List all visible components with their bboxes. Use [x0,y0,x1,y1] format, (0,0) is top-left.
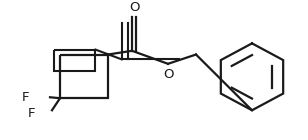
Text: F: F [28,108,35,121]
Text: F: F [22,91,30,104]
Text: O: O [129,1,139,14]
Text: O: O [163,68,173,81]
